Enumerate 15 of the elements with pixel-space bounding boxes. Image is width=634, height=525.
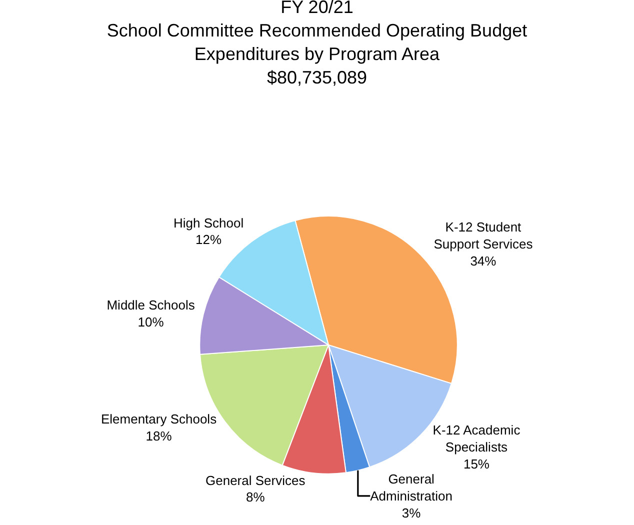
slice-label: K-12 Academic Specialists	[432, 422, 521, 455]
slice-label: High School	[173, 215, 244, 230]
data-label: 3%	[402, 505, 422, 520]
data-label: 12%	[196, 232, 222, 248]
slice-label: General Administration	[370, 471, 452, 504]
data-label: 15%	[463, 456, 490, 472]
data-label: 8%	[246, 490, 266, 505]
data-label: 10%	[138, 314, 164, 330]
slice-label: General Services	[206, 472, 306, 488]
data-label: 18%	[146, 428, 172, 444]
chart-title: FY 20/21 School Committee Recommended Operating Budget Expenditures by Program Area $80,735,089	[106, 0, 528, 88]
slice-label: K-12 Student Support Services	[434, 220, 534, 252]
slice-label: Middle Schools	[106, 297, 196, 312]
slice-label: Elementary Schools	[100, 412, 218, 427]
data-label: 34%	[470, 254, 497, 268]
